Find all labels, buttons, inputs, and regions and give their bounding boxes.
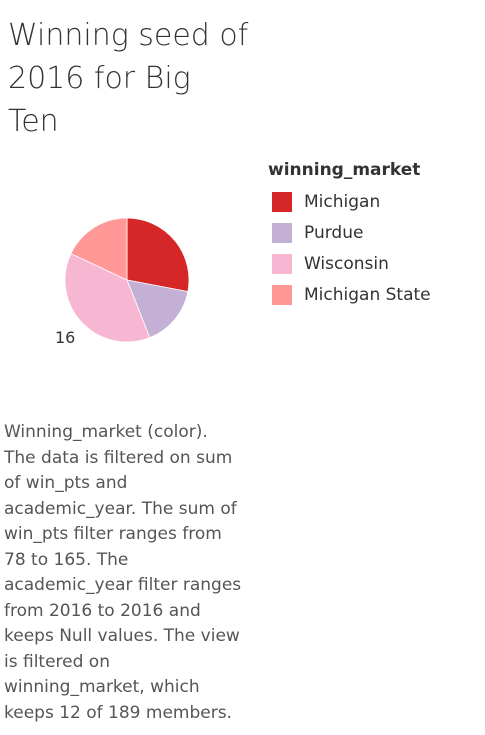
legend-item-michigan[interactable]: Michigan <box>268 186 478 217</box>
caption-line: is filtered on <box>4 651 110 672</box>
legend-title: winning_market <box>268 160 421 180</box>
legend-item-wisconsin[interactable]: Wisconsin <box>268 248 478 279</box>
pie-svg: 16 <box>55 217 190 347</box>
legend-label: Michigan State <box>304 284 431 305</box>
legend-item-michigan-state[interactable]: Michigan State <box>268 279 478 310</box>
pie-slice-wisconsin[interactable] <box>64 253 151 343</box>
legend-swatch <box>272 191 292 212</box>
legend-label: Michigan <box>304 191 381 212</box>
caption-line: of win_pts and <box>4 473 128 493</box>
legend-item-purdue[interactable]: Purdue <box>268 217 478 248</box>
pie-chart: 16 <box>0 150 260 400</box>
caption-line: 78 to 165. The <box>4 549 129 570</box>
chart-title: Winning seed of 2016 for Big Ten <box>8 14 268 143</box>
caption-line: keeps 12 of 189 members. <box>4 702 232 723</box>
caption-line: academic_year filter ranges <box>4 575 242 595</box>
legend: winning_market Michigan Purdue Wisconsin… <box>268 160 478 310</box>
legend-label: Purdue <box>304 222 364 243</box>
caption-line: win_pts filter ranges from <box>4 524 222 544</box>
legend-label: Wisconsin <box>304 253 389 274</box>
caption-line: from 2016 to 2016 and <box>4 600 201 621</box>
caption: Winning_market (color). The data is filt… <box>4 420 254 726</box>
title-line: Winning seed of <box>8 18 249 53</box>
legend-swatch <box>272 222 292 243</box>
pie-slice-michigan[interactable] <box>126 217 190 293</box>
pie-slice-michigan-state[interactable] <box>70 217 128 281</box>
title-line: 2016 for Big <box>8 61 191 96</box>
title-line: Ten <box>8 104 59 139</box>
caption-line: The data is filtered on sum <box>4 447 233 468</box>
caption-line: Winning_market (color). <box>4 422 208 442</box>
pie-slice-purdue[interactable] <box>126 279 189 339</box>
legend-swatch <box>272 253 292 274</box>
caption-line: winning_market, which <box>4 677 200 697</box>
pie-data-label: 16 <box>55 328 75 347</box>
legend-swatch <box>272 284 292 305</box>
caption-line: academic_year. The sum of <box>4 498 237 519</box>
caption-line: keeps Null values. The view <box>4 626 240 646</box>
